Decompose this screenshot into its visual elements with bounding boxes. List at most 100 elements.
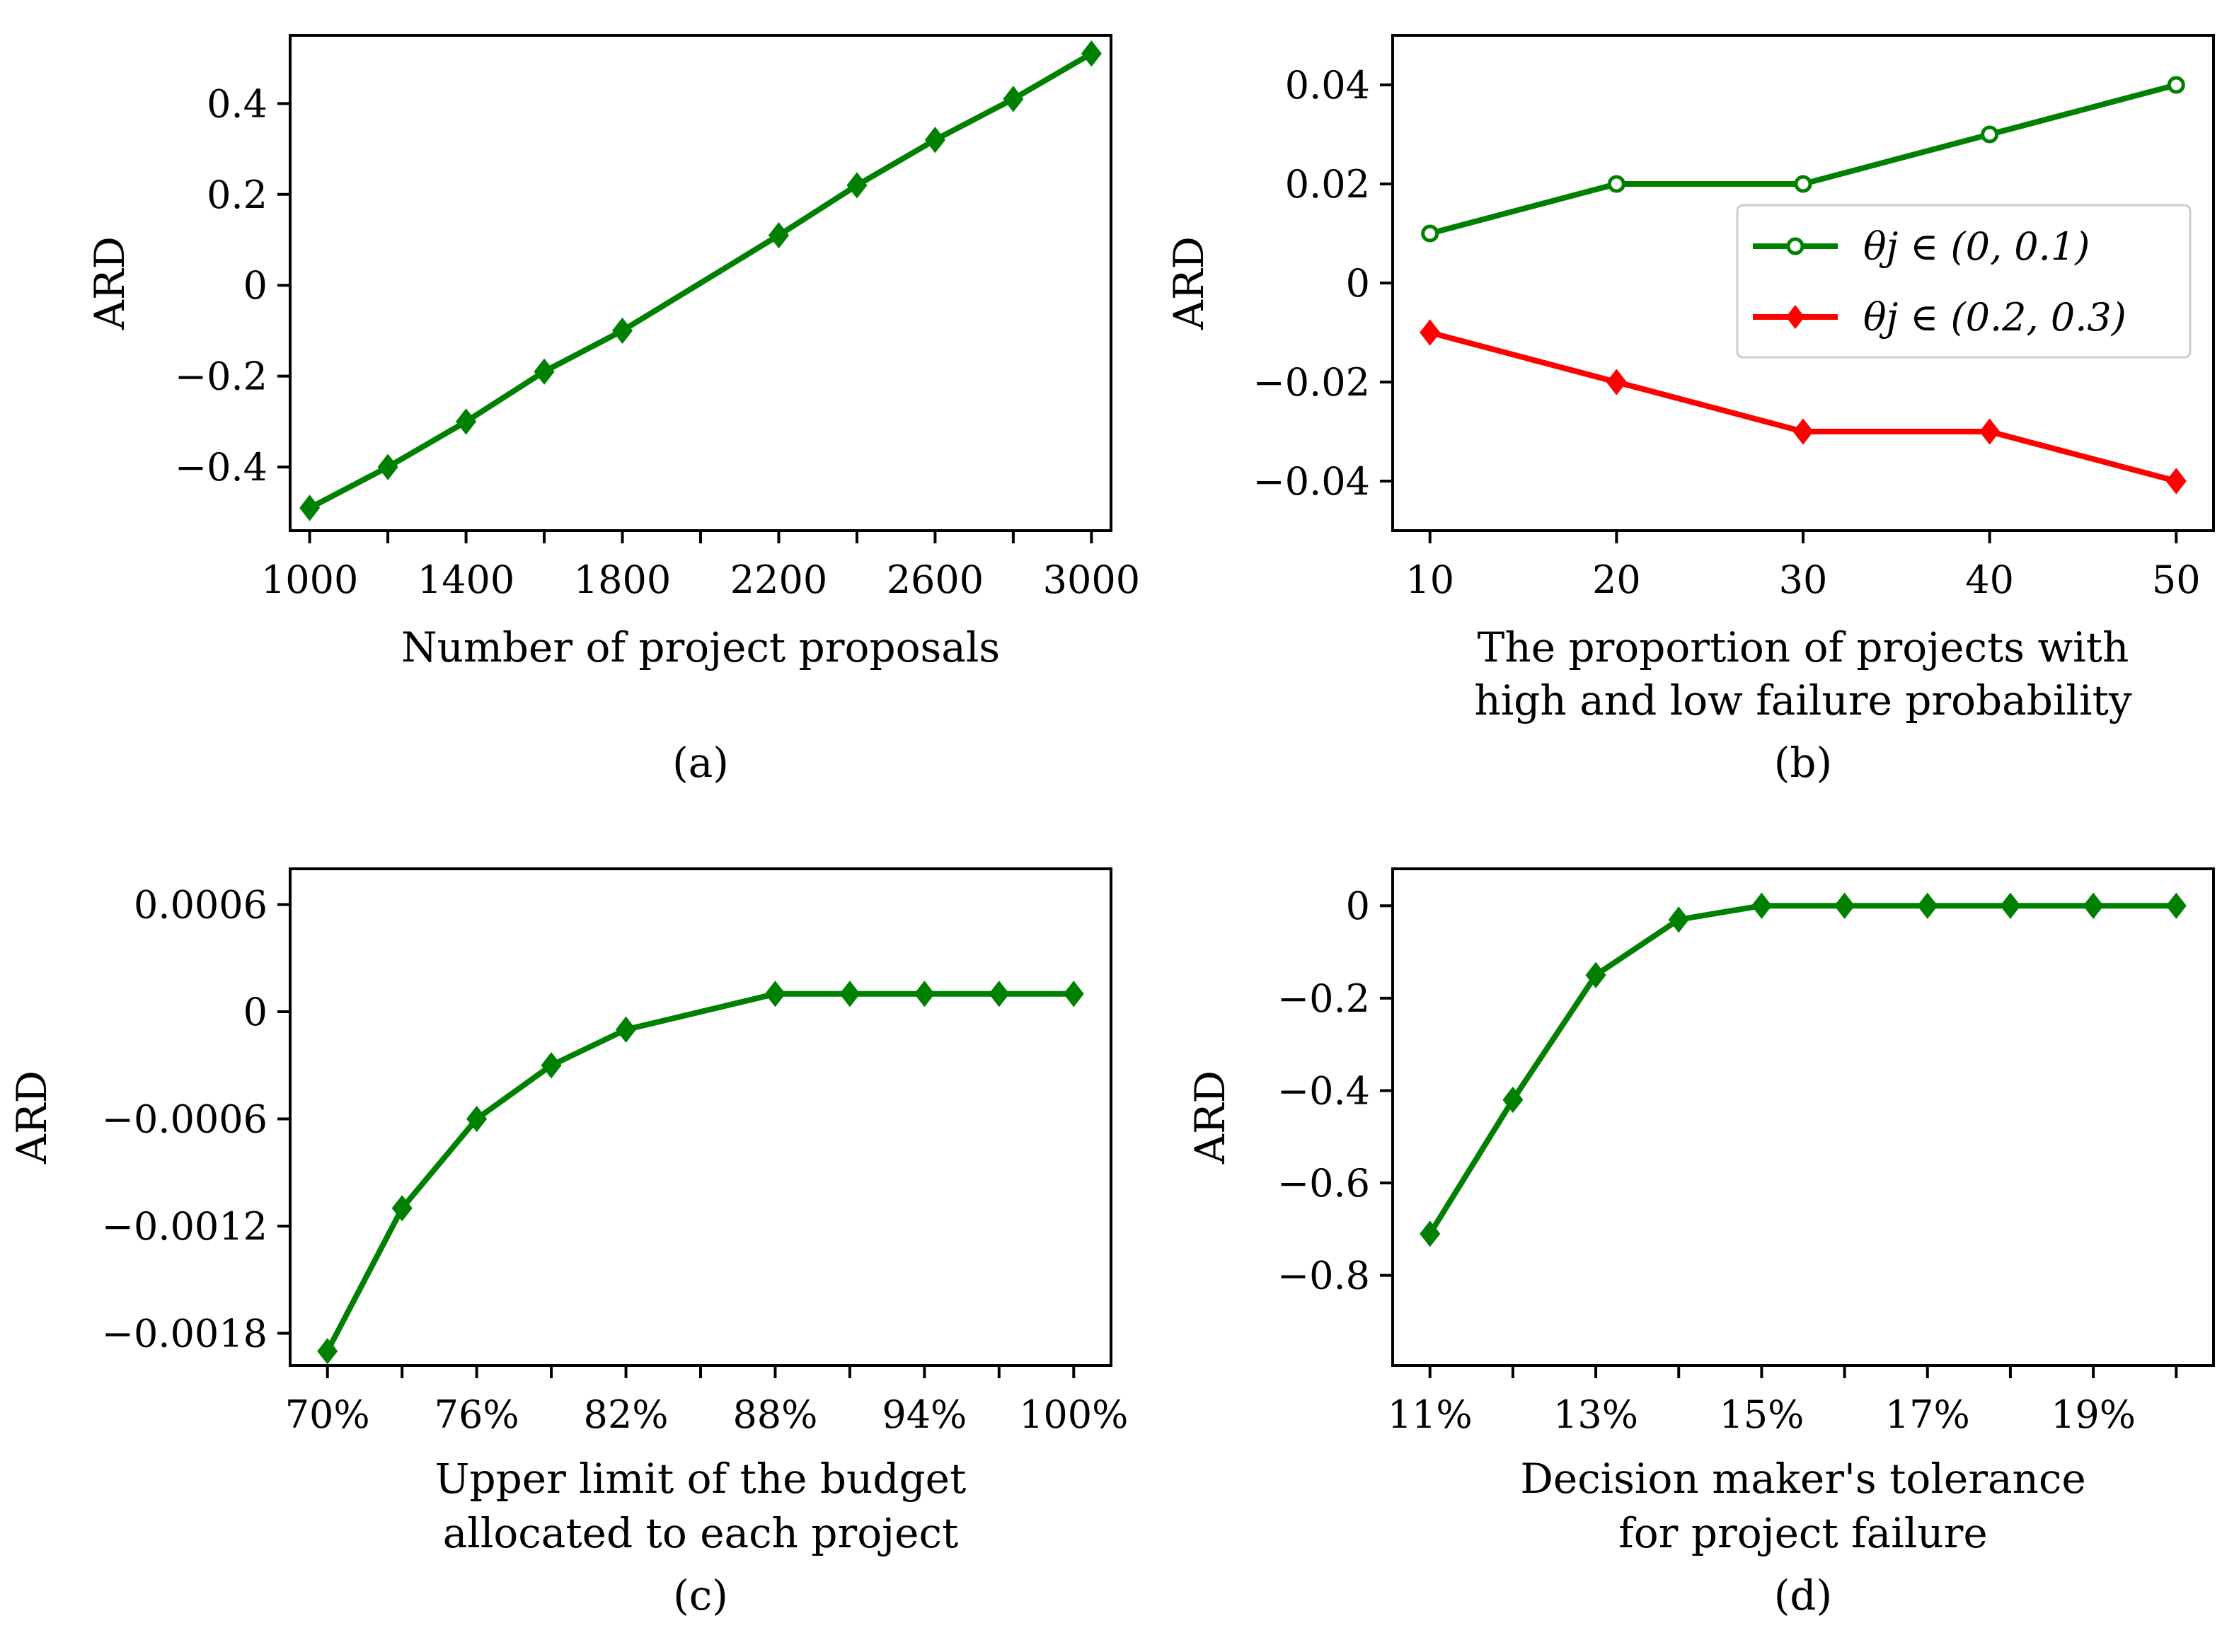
- x-tick-label: 50: [2152, 558, 2201, 602]
- y-axis-label: ARD: [1165, 236, 1213, 330]
- y-tick-label: −0.04: [1253, 459, 1370, 504]
- x-tick-label: 40: [1965, 558, 2014, 602]
- x-tick-label: 2600: [887, 558, 984, 602]
- series-line: [1427, 903, 2177, 1236]
- data-point: [1003, 86, 1024, 112]
- y-tick-label: 0.0006: [134, 883, 267, 928]
- plot-frame: [1391, 867, 2215, 1367]
- x-tick-label: 1000: [261, 558, 358, 602]
- data-point: [1834, 892, 1855, 919]
- y-tick-label: −0.0006: [102, 1097, 267, 1142]
- data-point: [924, 127, 945, 154]
- x-tick-label: 1800: [574, 558, 671, 602]
- data-point: [2000, 892, 2021, 919]
- data-point: [2083, 892, 2104, 919]
- x-tick-label: 76%: [434, 1392, 519, 1437]
- data-point: [1081, 40, 1102, 67]
- data-point: [1794, 175, 1812, 193]
- panel-a: 1000 1400 1800 2200 2600 3000 −0.4 −0.2 0 0.2 0.4 A…: [86, 34, 1140, 787]
- y-axis-label: ARD: [8, 1070, 56, 1165]
- data-point: [317, 1338, 338, 1365]
- data-point: [1502, 1086, 1524, 1114]
- plot-frame: [289, 867, 1112, 1367]
- data-point: [1585, 961, 1606, 988]
- y-tick-label: 0.02: [1285, 162, 1370, 207]
- legend-frame: [1736, 204, 2192, 359]
- panel-caption: (b): [1774, 739, 1832, 787]
- panel-b: 10 20 30 40 50 −0.04 −0.02 0 0.02 0.04 ARD The prop…: [1165, 34, 2215, 787]
- data-point: [1792, 418, 1814, 445]
- data-point: [839, 981, 861, 1007]
- data-point: [1917, 892, 1938, 919]
- data-point: [534, 358, 555, 385]
- y-tick-label: −0.02: [1253, 360, 1370, 405]
- data-point: [1420, 1220, 1441, 1247]
- data-point: [611, 317, 633, 345]
- y-axis-label: ARD: [1186, 1070, 1234, 1165]
- panel-d: 11% 13% 15% 17% 19% −0.8 −0.6 −0.4 −0.2 0 ARD Decis…: [1186, 867, 2215, 1619]
- panel-caption: (c): [673, 1571, 728, 1619]
- data-point: [1421, 224, 1439, 243]
- data-point: [541, 1052, 562, 1079]
- x-tick-label: 70%: [285, 1392, 370, 1437]
- legend: θj ∈ (0, 0.1) θj ∈ (0.2, 0.3): [1736, 204, 2192, 359]
- data-point: [1607, 175, 1625, 193]
- x-axis-label: for project failure: [1618, 1509, 1987, 1557]
- data-point: [299, 495, 321, 521]
- y-tick-label: −0.4: [1277, 1068, 1370, 1113]
- y-tick-label: −0.0018: [102, 1312, 267, 1356]
- x-tick-label: 2200: [730, 558, 827, 602]
- x-tick-label: 13%: [1553, 1392, 1638, 1437]
- x-axis-label: high and low failure probability: [1474, 676, 2131, 724]
- data-point: [1981, 125, 1999, 144]
- x-tick-label: 88%: [732, 1392, 817, 1437]
- panel-caption: (d): [1774, 1571, 1832, 1619]
- data-point: [989, 981, 1010, 1007]
- data-point: [456, 408, 477, 435]
- y-tick-label: −0.2: [175, 354, 267, 399]
- y-tick-label: −0.8: [1277, 1254, 1370, 1298]
- data-point: [768, 221, 790, 249]
- x-axis-label: Decision maker's tolerance: [1520, 1455, 2085, 1503]
- y-tick-label: 0: [1346, 261, 1370, 306]
- y-tick-label: 0.4: [207, 81, 267, 126]
- x-axis-label: The proportion of projects with: [1478, 623, 2129, 671]
- data-point: [616, 1016, 637, 1043]
- x-axis-label: Number of project proposals: [401, 623, 1000, 671]
- legend-swatch-marker: [1786, 237, 1805, 255]
- y-tick-label: 0.04: [1285, 63, 1370, 108]
- x-axis-label: allocated to each project: [443, 1509, 959, 1557]
- data-point: [466, 1105, 488, 1133]
- data-point: [1668, 906, 1689, 933]
- series-line: [308, 51, 1093, 511]
- panel-c: 70% 76% 82% 88% 94% 100% −0.0018 −0.0012 −0.0006…: [8, 867, 1128, 1619]
- legend-entry-label: θj ∈ (0.2, 0.3): [1863, 295, 2126, 340]
- y-tick-label: 0: [1346, 884, 1370, 928]
- data-point: [2165, 892, 2187, 919]
- x-tick-label: 94%: [882, 1392, 967, 1437]
- y-tick-label: −0.0012: [102, 1204, 267, 1249]
- data-point: [2165, 468, 2187, 495]
- data-point: [914, 981, 935, 1007]
- panel-caption: (a): [672, 739, 729, 787]
- y-axis-label: ARD: [86, 236, 134, 330]
- legend-swatch-marker: [1785, 305, 1805, 329]
- y-tick-label: 0.2: [207, 173, 267, 217]
- x-tick-label: 17%: [1885, 1392, 1970, 1437]
- series-line: [325, 990, 1074, 1353]
- data-point: [764, 981, 785, 1007]
- data-point: [391, 1195, 413, 1222]
- data-point: [1606, 369, 1627, 395]
- data-point: [2167, 76, 2185, 94]
- x-tick-label: 3000: [1043, 558, 1140, 602]
- x-tick-label: 10: [1405, 558, 1454, 602]
- data-point: [377, 454, 398, 480]
- x-tick-label: 30: [1779, 558, 1828, 602]
- y-tick-label: 0: [243, 263, 267, 308]
- data-point: [1063, 981, 1084, 1007]
- x-tick-label: 19%: [2051, 1392, 2136, 1437]
- x-tick-label: 82%: [584, 1392, 669, 1437]
- y-tick-label: 0: [243, 990, 267, 1034]
- x-tick-label: 11%: [1388, 1392, 1473, 1437]
- y-tick-label: −0.6: [1277, 1161, 1370, 1206]
